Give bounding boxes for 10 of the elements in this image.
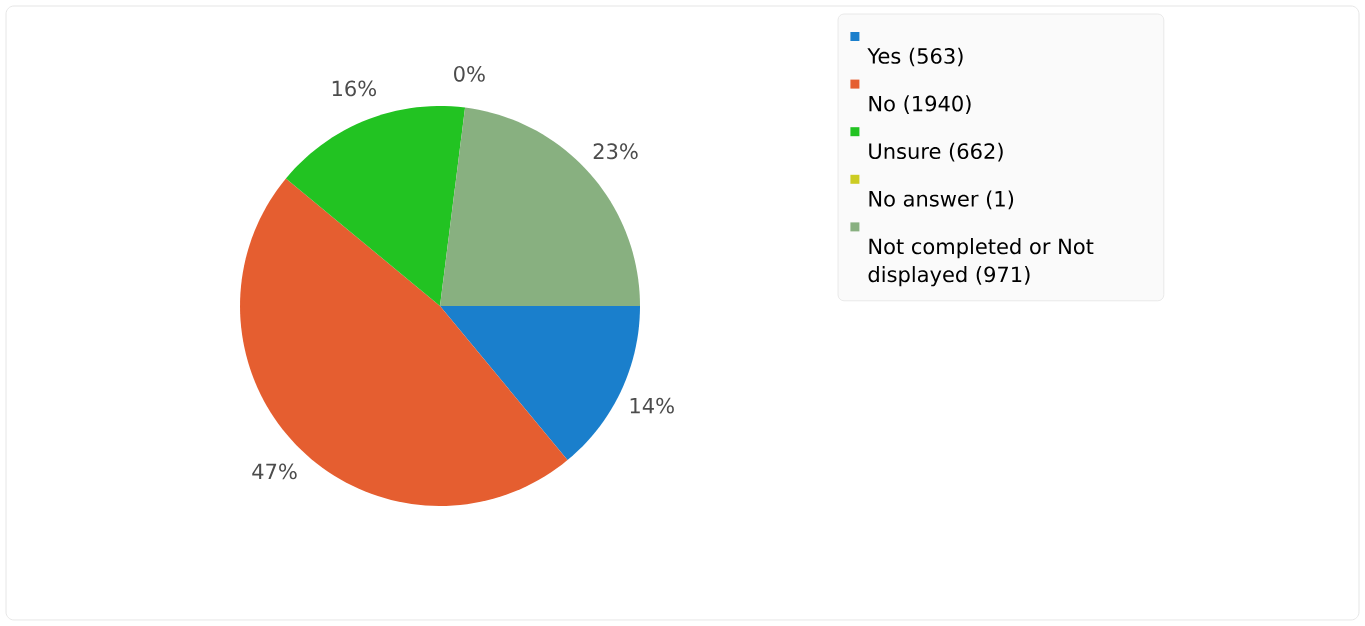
legend-label: Unsure (662) — [869, 142, 1003, 162]
data-label: 47% — [252, 463, 297, 480]
data-label: 23% — [593, 143, 638, 160]
legend-label: Yes (563) — [867, 47, 963, 67]
legend-label: Not completed or Not displayed (971) — [868, 238, 1094, 287]
text: 0% — [454, 65, 485, 82]
legend-label: No (1940) — [869, 95, 971, 114]
data-label: 16% — [332, 80, 377, 97]
data-label: 14% — [630, 397, 674, 414]
legend-label: No answer (1) — [869, 190, 1014, 210]
